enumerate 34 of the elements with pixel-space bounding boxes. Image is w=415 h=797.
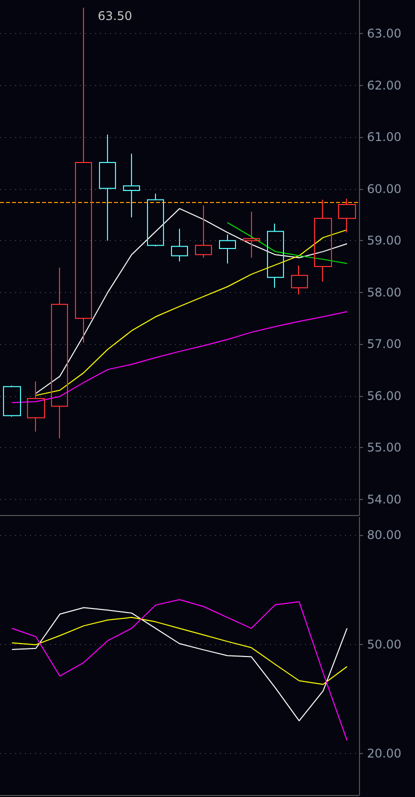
y-tick-label: 56.00	[367, 388, 402, 403]
y-tick-label: 62.00	[367, 78, 402, 92]
candlestick	[147, 193, 164, 247]
candlestick	[243, 211, 260, 258]
candlestick	[267, 223, 284, 288]
y-tick-label: 61.00	[367, 130, 402, 144]
candlestick	[75, 7, 92, 344]
candlestick	[123, 153, 140, 218]
line-series	[11, 311, 348, 404]
candlestick	[99, 134, 116, 242]
candlestick	[27, 380, 45, 432]
candlestick	[51, 267, 68, 439]
annotation: 63.50	[98, 8, 132, 23]
candlestick	[171, 228, 188, 262]
candlestick	[291, 265, 308, 296]
y-tick-label: 57.00	[367, 337, 402, 352]
y-tick-label: 55.00	[367, 440, 402, 455]
y-tick-label: 59.00	[367, 234, 402, 248]
candlestick	[314, 199, 332, 282]
candlestick	[338, 198, 356, 233]
y-tick-label: 63.00	[367, 26, 402, 41]
y-tick-label: 54.00	[367, 492, 402, 506]
line-series	[226, 222, 348, 264]
y-tick-label: 80.00	[367, 528, 402, 542]
y-tick-label: 60.00	[367, 182, 402, 196]
candlestick	[195, 204, 212, 258]
y-tick-label: 50.00	[367, 637, 402, 652]
y-tick-label: 20.00	[367, 746, 402, 761]
line-series	[11, 599, 348, 741]
candlestick	[3, 385, 21, 418]
line-series	[11, 616, 348, 685]
candlestick	[219, 234, 236, 264]
line-series	[11, 607, 348, 722]
y-tick-label: 58.00	[367, 285, 402, 300]
